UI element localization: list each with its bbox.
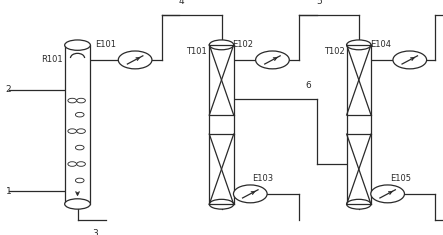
Circle shape xyxy=(77,129,85,133)
Text: T102: T102 xyxy=(324,47,345,56)
Circle shape xyxy=(371,185,404,203)
Text: E105: E105 xyxy=(390,174,411,183)
Ellipse shape xyxy=(209,40,234,50)
Text: 1: 1 xyxy=(6,187,12,196)
Circle shape xyxy=(68,162,77,166)
Text: 5: 5 xyxy=(316,0,322,6)
Ellipse shape xyxy=(65,199,90,209)
Text: E104: E104 xyxy=(370,40,391,49)
FancyBboxPatch shape xyxy=(346,45,371,204)
Circle shape xyxy=(77,98,85,103)
Text: E102: E102 xyxy=(233,40,253,49)
Circle shape xyxy=(118,51,152,69)
Circle shape xyxy=(256,51,289,69)
Ellipse shape xyxy=(346,40,371,50)
Circle shape xyxy=(75,145,84,150)
Ellipse shape xyxy=(65,40,90,50)
Circle shape xyxy=(77,162,85,166)
Circle shape xyxy=(75,178,84,183)
Circle shape xyxy=(68,98,77,103)
Text: R101: R101 xyxy=(41,55,62,63)
Text: E103: E103 xyxy=(253,174,274,183)
Circle shape xyxy=(393,51,427,69)
Text: 3: 3 xyxy=(93,229,98,235)
Text: 4: 4 xyxy=(179,0,184,6)
Text: T101: T101 xyxy=(187,47,207,56)
Circle shape xyxy=(75,112,84,117)
Circle shape xyxy=(233,185,267,203)
Text: E101: E101 xyxy=(95,40,116,49)
Text: 6: 6 xyxy=(306,81,311,90)
FancyBboxPatch shape xyxy=(209,45,233,204)
Circle shape xyxy=(68,129,77,133)
Ellipse shape xyxy=(346,199,371,209)
Ellipse shape xyxy=(209,199,234,209)
Text: 2: 2 xyxy=(6,85,12,94)
FancyBboxPatch shape xyxy=(65,45,90,204)
